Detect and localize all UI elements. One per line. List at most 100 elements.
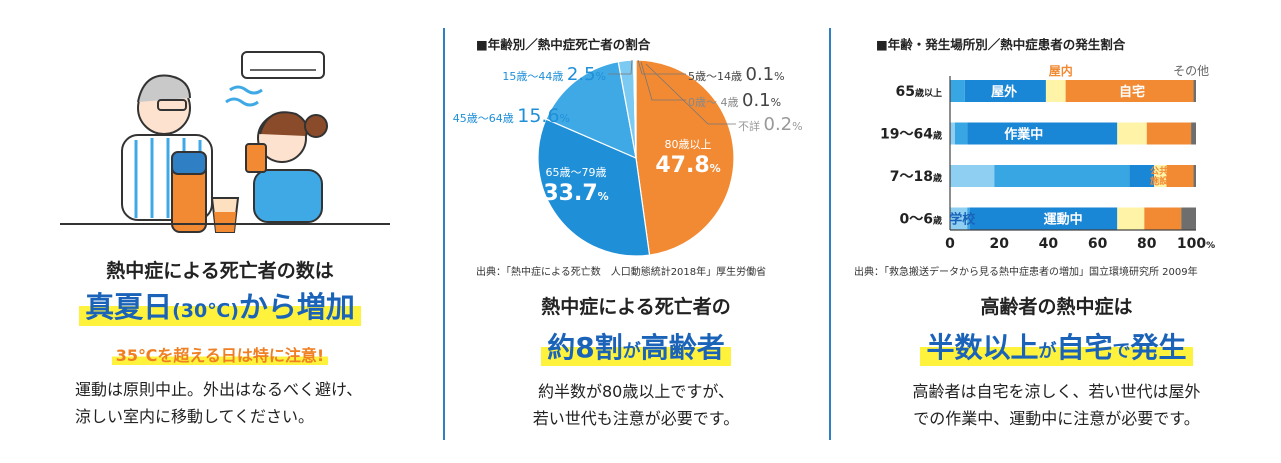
highlight-80percent-elderly: 約8割が高齢者	[541, 326, 731, 366]
highlight-b: が	[1038, 341, 1057, 362]
highlight-main-text: 真夏日	[85, 290, 173, 324]
bar-segment-2-5	[1193, 165, 1196, 187]
panel-location-bars: ■年齢・発生場所別／熱中症患者の発生割合 65歳以上 19〜64歳 7〜18歳 0〜6…	[832, 0, 1281, 463]
bar-segment-0-2	[964, 80, 1046, 102]
panel3-body: 高齢者は自宅を涼しく、若い世代は屋外 での作業中、運動中に注意が必要です。	[832, 378, 1281, 432]
bar-chart: 65歳以上 19〜64歳 7〜18歳 0〜6歳0 20 40 60 80 100% 屋外 自宅 屋内 そ…	[880, 63, 1215, 252]
pie-label-6: 不詳 0.2%	[738, 114, 803, 135]
bar-annotation-indoor: 屋内	[1049, 63, 1073, 78]
panel2-body: 約半数が80歳以上ですが、 若い世代も注意が必要です。	[446, 378, 826, 432]
bar-segment-0-6	[1193, 80, 1196, 102]
bar-x-tick-5: 100%	[1177, 236, 1215, 252]
air-conditioner-icon	[225, 51, 325, 107]
bar-chart-title: ■年齢・発生場所別／熱中症患者の発生割合	[876, 37, 1126, 52]
bar-segment-3-2	[969, 207, 1118, 230]
juice-glass-icon	[210, 197, 240, 233]
bar-segment-3-3	[1117, 207, 1145, 230]
bar-segment-0-4	[1060, 80, 1066, 102]
bar-category-label-1: 19〜64歳	[880, 127, 942, 143]
bar-annotation-public-2: 施設	[1150, 175, 1169, 187]
bar-x-tick-3: 60	[1088, 236, 1108, 252]
pie-slice-1	[537, 118, 651, 257]
panel1-heading: 熱中症による死亡者の数は	[106, 260, 334, 282]
panel2-body-line1: 約半数が80歳以上ですが、	[537, 382, 735, 401]
bar-segment-1-4	[1146, 122, 1192, 145]
bar-segment-2-3	[1154, 165, 1167, 187]
bar-x-tick-0: 0	[945, 236, 955, 252]
bar-segment-0-1	[950, 80, 965, 102]
pie-slice-2	[545, 60, 637, 159]
panel1-warning: 35℃を超える日は特に注意!	[0, 342, 440, 366]
bar-segment-3-1	[967, 207, 970, 230]
pie-slice-0	[635, 59, 735, 256]
bar-annotation-work: 作業中	[1004, 127, 1043, 143]
highlight-d: で	[1112, 341, 1131, 362]
bar-source: 出典：「救急搬送データから見る熱中症患者の増加」国立環境研究所 2009年	[854, 267, 1198, 278]
panel2-highlight: 約8割が高齢者	[446, 326, 826, 366]
panel1-body-line1: 運動は原則中止。外出はなるべく避け、	[75, 380, 363, 399]
bar-segment-0-5	[1065, 80, 1194, 102]
panel2-heading: 熱中症による死亡者の	[541, 296, 731, 318]
pie-leader-line-3	[645, 63, 736, 125]
pie-leader-line-0	[608, 59, 633, 75]
bar-segment-0-3	[1045, 80, 1061, 102]
pie-label-5: 0歳〜 4歳 0.1%	[688, 90, 781, 111]
highlight-paren-text: (30℃)	[172, 300, 239, 322]
juice-jug-icon	[171, 151, 207, 233]
highlight-a: 半数以上	[926, 331, 1039, 364]
bar-category-label-2: 7〜18歳	[890, 169, 942, 185]
divider-left	[443, 28, 445, 440]
bar-segment-2-0	[950, 165, 995, 187]
bar-segment-3-0	[950, 207, 968, 230]
highlight-tail-text: から増加	[238, 290, 355, 324]
pie-label-3: 15歳〜44歳 2.5%	[502, 64, 606, 85]
pie-label-0: 80歳以上	[665, 138, 712, 151]
bar-segment-1-2	[967, 122, 1118, 145]
highlight-a: 約8割	[547, 331, 623, 364]
warning-text: 35℃を超える日は特に注意!	[111, 346, 329, 365]
pie-label-4: 5歳〜14歳 0.1%	[688, 64, 785, 85]
pie-source: 出典：「熱中症による死亡数 人口動態統計2018年」厚生労働省	[476, 267, 767, 278]
panel1-body-line2: 涼しい室内に移動してください。	[75, 407, 315, 426]
pie-chart-title: ■年齢別／熱中症死亡者の割合	[476, 37, 651, 52]
bar-segment-1-0	[950, 122, 955, 145]
highlight-b: が	[622, 341, 641, 362]
panel3-highlight: 半数以上が自宅で発生	[832, 326, 1281, 366]
bar-segment-2-1	[994, 165, 1130, 187]
bar-segment-3-4	[1144, 207, 1182, 230]
pie-label-2: 45歳〜64歳 15.6%	[453, 105, 570, 127]
bar-segment-1-1	[954, 122, 968, 145]
highlight-e: 発生	[1130, 331, 1187, 364]
panel-death-age-pie: ■年齢別／熱中症死亡者の割合 80歳以上 47.8% 65歳〜79歳 33.7% 45歳…	[446, 0, 826, 463]
girl-drinking-icon	[245, 111, 328, 223]
highlight-c: 高齢者	[640, 331, 725, 364]
pie-leader-line-2	[640, 61, 686, 101]
panel-heat-deaths-temperature: 熱中症による死亡者の数は 真夏日(30℃)から増加 35℃を超える日は特に注意!…	[0, 0, 440, 463]
panel3-body-line1: 高齢者は自宅を涼しく、若い世代は屋外	[912, 382, 1201, 401]
divider-right	[829, 28, 831, 440]
panel3-heading: 高齢者の熱中症は	[980, 296, 1133, 318]
bar-annotation-outdoor: 屋外	[991, 84, 1017, 100]
bar-x-tick-4: 80	[1137, 236, 1157, 252]
highlight-c: 自宅	[1056, 331, 1113, 364]
bar-annotation-home: 自宅	[1119, 84, 1145, 100]
panel3-body-line2: での作業中、運動中に注意が必要です。	[913, 409, 1200, 428]
bar-category-label-3: 0〜6歳	[900, 212, 943, 228]
bar-segment-1-5	[1191, 122, 1196, 145]
bar-annotation-other: その他	[1173, 64, 1209, 78]
bar-annotation-school: 学校	[949, 212, 976, 228]
family-drinking-illustration	[60, 51, 390, 233]
bar-annotation-sport: 運動中	[1044, 212, 1083, 228]
panel1-body: 運動は原則中止。外出はなるべく避け、 涼しい室内に移動してください。	[75, 376, 415, 430]
bar-segment-1-3	[1117, 122, 1147, 145]
pie-leader-line-1	[637, 59, 686, 75]
highlight-home-majority: 半数以上が自宅で発生	[920, 326, 1193, 366]
panel2-body-line2: 若い世代も注意が必要です。	[532, 409, 740, 428]
bar-category-label-0: 65歳以上	[896, 84, 943, 100]
panel1-highlight: 真夏日(30℃)から増加	[0, 284, 440, 326]
bar-x-tick-1: 20	[989, 236, 1009, 252]
bar-segment-3-5	[1181, 207, 1196, 230]
bar-segment-2-2	[1129, 165, 1155, 187]
highlight-manatsubi: 真夏日(30℃)から増加	[79, 284, 361, 326]
